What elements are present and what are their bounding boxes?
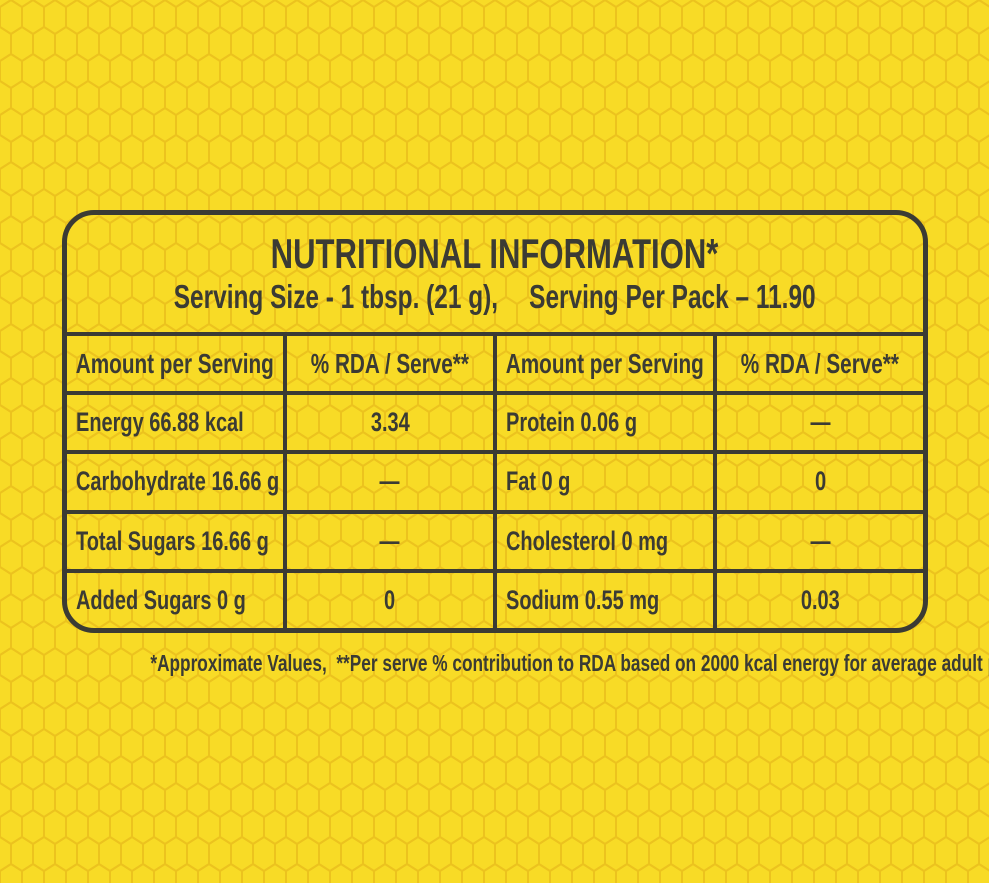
column-header-rda-left: % RDA / Serve**: [283, 332, 493, 392]
nutrient-value-energy: 3.34: [283, 391, 493, 451]
nutrient-label-protein: Protein 0.06 g: [492, 391, 714, 451]
nutrient-label-text: Fat 0 g: [505, 466, 571, 497]
panel-title-text: NUTRITIONAL INFORMATION*: [271, 230, 719, 278]
nutrient-label-fat: Fat 0 g: [492, 450, 714, 510]
nutrient-value-total-sugars: —: [283, 509, 493, 569]
nutrient-label-added-sugars: Added Sugars 0 g: [67, 568, 284, 628]
column-header-rda-right: % RDA / Serve**: [713, 332, 923, 392]
column-header-amount-left: Amount per Serving: [67, 332, 284, 391]
nutrient-label-carbohydrate: Carbohydrate 16.66 g: [67, 450, 284, 509]
panel-title: NUTRITIONAL INFORMATION*: [192, 232, 797, 276]
column-header-label: Amount per Serving: [76, 347, 275, 379]
nutrient-value-text: 0: [384, 584, 396, 615]
nutrient-value-text: 3.34: [370, 407, 410, 438]
nutrient-label-total-sugars: Total Sugars 16.66 g: [67, 509, 284, 569]
nutrient-value-cholesterol: —: [713, 509, 923, 569]
nutrient-value-text: 0.03: [800, 584, 840, 615]
nutrient-label-text: Carbohydrate 16.66 g: [76, 466, 280, 497]
serving-per-pack-text: Serving Per Pack – 11.90: [529, 278, 816, 316]
footnote-text: *Approximate Values, **Per serve % contr…: [150, 650, 989, 676]
column-header-label: % RDA / Serve**: [741, 347, 900, 379]
nutrient-value-text: —: [379, 466, 400, 497]
nutrient-label-text: Sodium 0.55 mg: [505, 584, 660, 615]
nutrient-value-text: 0: [814, 466, 826, 497]
nutrient-value-text: —: [379, 525, 400, 556]
nutrition-table: Amount per Serving % RDA / Serve** Amoun…: [67, 332, 923, 628]
column-header-label: Amount per Serving: [506, 347, 705, 379]
footnote: *Approximate Values, **Per serve % contr…: [0, 648, 989, 678]
nutrient-label-text: Total Sugars 16.66 g: [76, 525, 269, 556]
nutrient-value-added-sugars: 0: [283, 568, 493, 628]
column-header-label: % RDA / Serve**: [310, 347, 470, 379]
serving-size-text: Serving Size - 1 tbsp. (21 g),: [174, 278, 499, 316]
nutrient-value-carbohydrate: —: [283, 450, 493, 510]
column-header-amount-right: Amount per Serving: [492, 332, 714, 392]
nutrient-label-text: Energy 66.88 kcal: [76, 407, 244, 438]
nutrient-value-sodium: 0.03: [713, 568, 923, 628]
panel-header: NUTRITIONAL INFORMATION* Serving Size - …: [67, 215, 923, 332]
nutrient-label-text: Cholesterol 0 mg: [505, 525, 668, 556]
nutrient-label-text: Protein 0.06 g: [505, 407, 637, 438]
nutrient-value-text: —: [810, 525, 831, 556]
nutrient-label-sodium: Sodium 0.55 mg: [492, 568, 714, 628]
serving-info: Serving Size - 1 tbsp. (21 g), Serving Pe…: [67, 278, 923, 316]
nutrition-panel: NUTRITIONAL INFORMATION* Serving Size - …: [62, 210, 928, 633]
nutrient-label-text: Added Sugars 0 g: [76, 584, 246, 615]
nutrient-value-fat: 0: [713, 450, 923, 510]
nutrient-label-energy: Energy 66.88 kcal: [67, 391, 284, 450]
nutrient-value-text: —: [810, 407, 831, 438]
nutrient-value-protein: —: [713, 391, 923, 451]
nutrient-label-cholesterol: Cholesterol 0 mg: [492, 509, 714, 569]
